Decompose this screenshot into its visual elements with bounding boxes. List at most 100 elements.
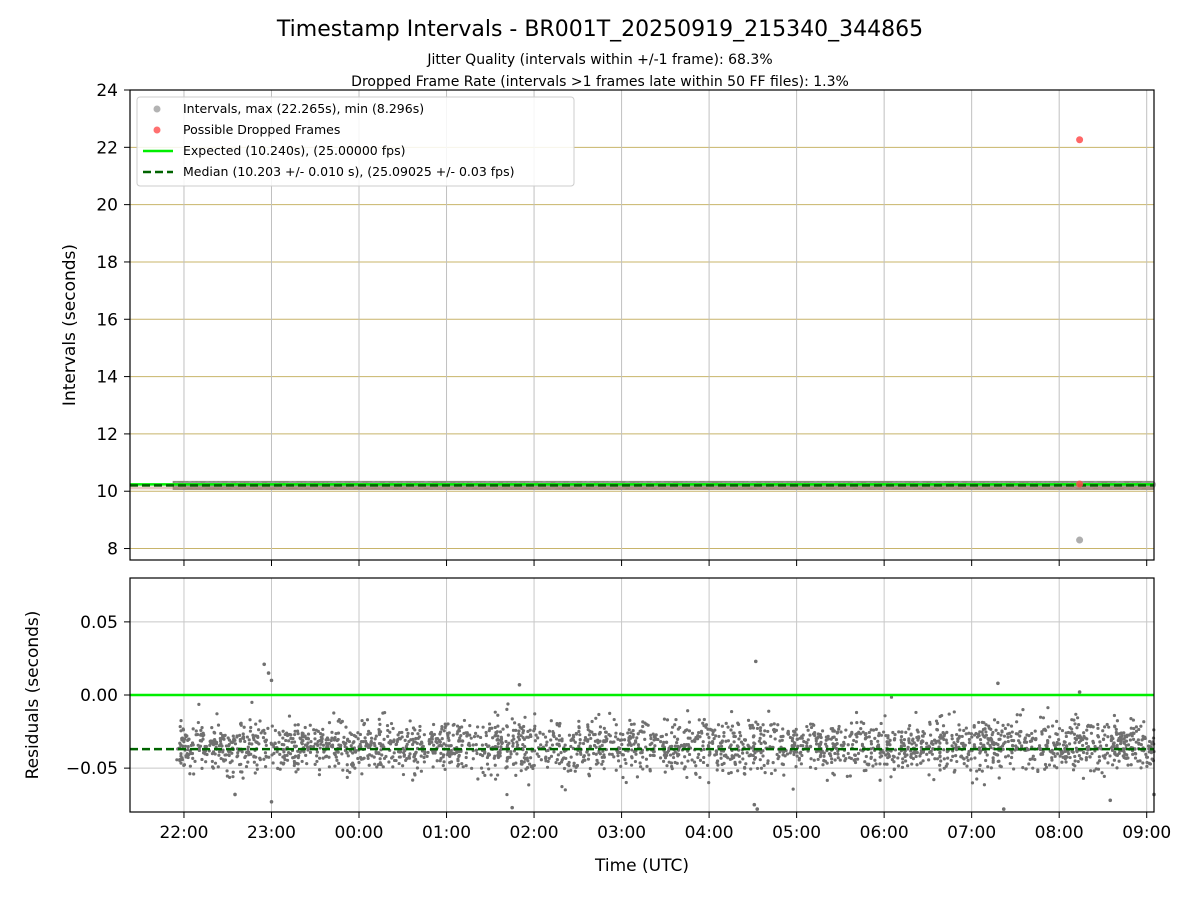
- residual-point: [535, 752, 539, 756]
- residual-point: [405, 728, 409, 732]
- residual-point: [389, 721, 394, 726]
- residual-point: [798, 751, 802, 755]
- residual-point: [893, 732, 897, 737]
- legend-label-expected: Expected (10.240s), (25.00000 fps): [183, 143, 405, 158]
- residual-point: [942, 748, 946, 752]
- residual-point: [1119, 731, 1124, 735]
- residual-point: [1072, 732, 1077, 736]
- residual-point: [1019, 730, 1023, 734]
- residual-point: [391, 765, 395, 769]
- residual-point: [1134, 729, 1139, 733]
- residual-point: [361, 739, 365, 744]
- residual-point: [250, 700, 254, 704]
- residual-point: [192, 772, 196, 776]
- residual-point: [668, 745, 672, 749]
- residual-point: [391, 726, 395, 731]
- residual-point: [306, 747, 311, 751]
- residual-point: [717, 734, 721, 739]
- residual-point: [519, 759, 524, 763]
- residual-point: [1037, 744, 1042, 748]
- residual-point: [302, 750, 306, 754]
- residual-point: [1073, 722, 1077, 726]
- residual-point: [293, 723, 297, 727]
- residual-point: [1121, 754, 1125, 758]
- residual-point: [215, 712, 219, 716]
- residual-point: [738, 760, 742, 764]
- residual-point: [640, 750, 644, 755]
- residual-point: [904, 759, 908, 763]
- residual-point: [991, 730, 995, 735]
- residual-point: [802, 739, 806, 744]
- residual-point: [834, 738, 838, 742]
- residual-point: [1148, 739, 1152, 744]
- residual-point: [812, 758, 816, 762]
- residual-point: [761, 754, 765, 758]
- residual-point: [1011, 744, 1015, 748]
- interval-outlier-point: [1076, 536, 1084, 544]
- residual-point: [985, 753, 989, 757]
- residual-point: [533, 724, 537, 728]
- residual-point: [882, 751, 886, 755]
- residual-point: [180, 756, 184, 760]
- residual-point: [822, 751, 826, 755]
- residual-point: [457, 754, 461, 759]
- residual-point: [950, 733, 954, 738]
- residual-point: [196, 720, 200, 725]
- residual-point: [921, 759, 925, 763]
- residual-point: [194, 729, 198, 733]
- residual-point: [776, 723, 780, 727]
- residual-point: [1145, 764, 1149, 768]
- residual-point: [794, 765, 798, 769]
- residual-point: [210, 751, 214, 756]
- residual-point: [874, 762, 878, 766]
- residual-point: [670, 725, 675, 729]
- residual-point: [861, 730, 865, 734]
- residual-point: [847, 756, 852, 760]
- residual-point: [638, 761, 642, 765]
- residual-point: [958, 728, 962, 732]
- residual-point: [910, 762, 914, 766]
- residual-point: [1110, 748, 1115, 752]
- residual-point: [240, 770, 244, 774]
- residual-point: [631, 732, 635, 737]
- residual-point: [1043, 762, 1048, 767]
- residual-point: [908, 724, 912, 728]
- residual-point: [1081, 750, 1086, 755]
- residual-point: [768, 745, 772, 749]
- residual-point: [460, 743, 464, 747]
- residual-point: [209, 739, 213, 743]
- residual-point: [614, 731, 618, 735]
- residual-point: [334, 755, 338, 759]
- residual-point: [630, 748, 634, 752]
- residual-point: [1109, 737, 1114, 741]
- residual-point: [1077, 754, 1081, 758]
- residual-point: [892, 755, 896, 759]
- residual-point: [816, 732, 820, 736]
- residual-point: [1038, 715, 1043, 719]
- residual-point: [1098, 740, 1102, 744]
- residual-point: [852, 738, 856, 743]
- residual-point: [663, 756, 668, 760]
- residual-point: [246, 760, 250, 764]
- residual-point: [1021, 765, 1025, 770]
- residual-point: [419, 769, 423, 773]
- residual-point: [496, 713, 500, 717]
- residual-point: [998, 737, 1002, 741]
- residual-point: [412, 754, 417, 758]
- residual-point: [402, 751, 406, 755]
- residual-point: [372, 755, 376, 759]
- residual-point: [618, 738, 622, 742]
- residual-point: [448, 751, 453, 755]
- residual-point: [313, 731, 317, 735]
- residual-point: [809, 725, 814, 730]
- residual-point: [980, 730, 984, 734]
- residual-point: [907, 737, 911, 741]
- residual-point: [360, 772, 364, 776]
- residual-point: [1110, 735, 1114, 739]
- residual-point: [614, 723, 618, 727]
- residual-point: [686, 749, 690, 753]
- residual-point: [721, 768, 725, 773]
- residual-point: [1084, 741, 1089, 745]
- residual-point: [549, 719, 553, 723]
- residual-point: [832, 729, 836, 733]
